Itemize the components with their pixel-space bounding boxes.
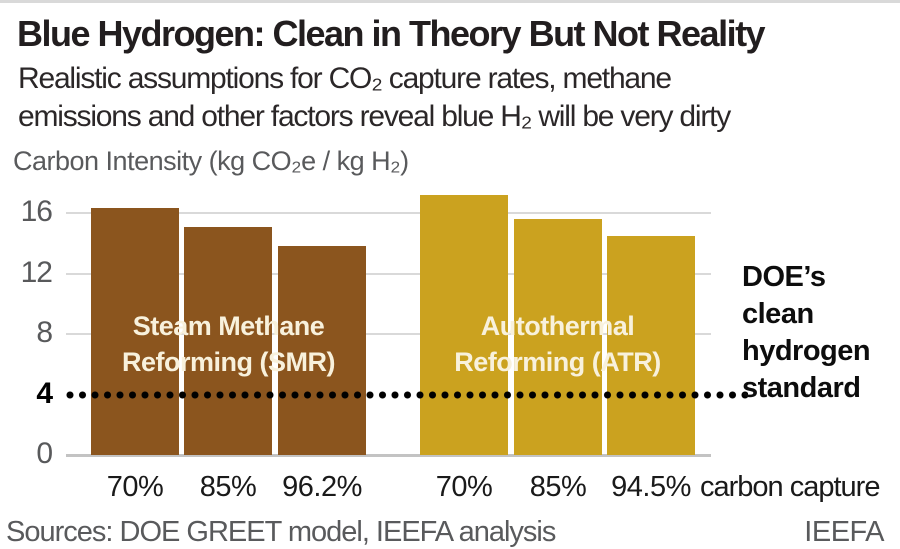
chart-subtitle-line-2: emissions and other factors reveal blue … [18,100,731,133]
reference-line-label-line-3: hydrogen [742,335,871,367]
group-label-atr-line-2: Reforming (ATR) [454,347,661,377]
reference-line-label-line-4: standard [742,372,861,404]
bar-atr-94.5% [607,235,695,455]
gridline-8 [66,333,711,335]
reference-line-label-line-1: DOE’s [742,261,826,293]
group-label-atr: Autothermal Reforming (ATR) [420,308,695,380]
y-tick-label-12: 12 [20,255,53,289]
chart-subtitle: Realistic assumptions for CO₂ capture ra… [18,60,898,136]
group-label-smr-line-1: Steam Methane [132,311,325,341]
gridline-16 [66,212,711,214]
bar-atr-70% [420,194,508,455]
x-tick-label-smr-85%: 85% [199,471,257,503]
sources-note: Sources: DOE GREET model, IEEFA analysis [6,516,556,548]
bar-atr-85% [514,219,602,455]
page-title: Blue Hydrogen: Clean in Theory But Not R… [17,13,766,54]
y-tick-label-0: 0 [36,437,53,470]
reference-line-label-line-2: clean [742,298,814,330]
x-tick-label-atr-94.5%: 94.5% [611,471,691,503]
y-tick-label-4: 4 [36,376,53,410]
x-tick-label-atr-85%: 85% [529,471,587,503]
x-tick-label-atr-70%: 70% [435,471,493,503]
x-tick-label-smr-70%: 70% [106,471,164,503]
bar-smr-96.2% [278,246,366,455]
gridline-0 [66,454,711,457]
gridline-12 [66,272,711,275]
x-axis-suffix-label: carbon capture [700,471,880,503]
reference-dotted-line [66,390,748,399]
y-axis-title: Carbon Intensity (kg CO₂e / kg H₂) [13,146,409,176]
reference-line-label: DOE’s clean hydrogen standard [742,259,900,407]
brand-logo-text: IEEFA [804,516,884,548]
x-tick-label-smr-96.2%: 96.2% [282,471,362,503]
group-label-smr-line-2: Reforming (SMR) [122,347,335,377]
chart-subtitle-line-1: Realistic assumptions for CO₂ capture ra… [18,62,672,95]
group-label-atr-line-1: Autothermal [480,311,635,341]
y-tick-label-8: 8 [36,316,53,349]
bar-smr-70% [91,208,179,455]
bar-smr-85% [184,226,272,455]
y-tick-label-16: 16 [20,195,53,228]
group-label-smr: Steam Methane Reforming (SMR) [91,308,366,380]
